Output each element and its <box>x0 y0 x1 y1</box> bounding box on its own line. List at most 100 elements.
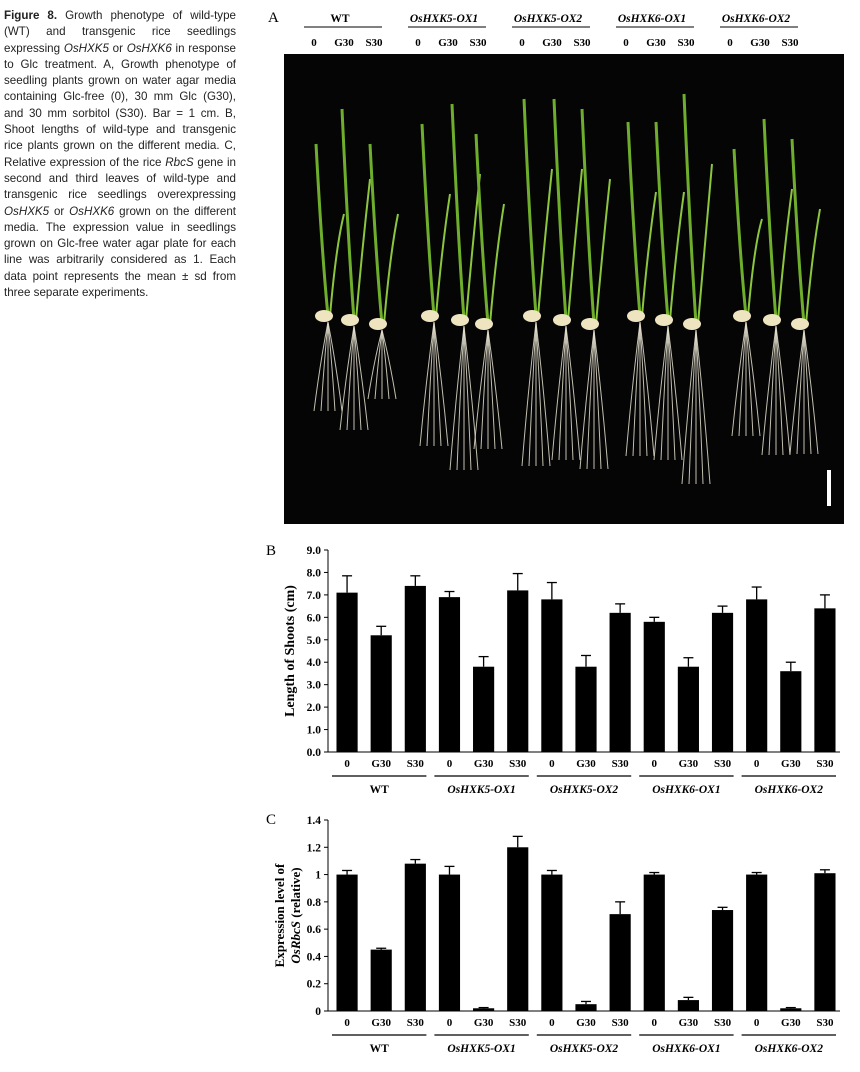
bar <box>711 910 734 1011</box>
seedling-root <box>551 325 567 461</box>
seedling-root <box>565 325 581 461</box>
y-tick-label: 4.0 <box>307 657 322 669</box>
seedling-root <box>374 329 383 400</box>
category-label: 0 <box>447 758 453 770</box>
seedling-seed <box>341 314 359 326</box>
seedling-root <box>327 321 343 412</box>
y-tick-label: 8.0 <box>307 567 322 579</box>
caption-text: gene in second and third leaves of wild-… <box>4 155 236 202</box>
photo-treatment-label: 0 <box>311 37 317 49</box>
bar <box>780 671 802 752</box>
y-tick-label: 1.4 <box>307 815 322 827</box>
seedling-root <box>761 325 777 456</box>
bar <box>438 874 461 1011</box>
seedling-root <box>579 329 595 470</box>
bar <box>473 1008 495 1011</box>
seedling-root <box>487 329 503 450</box>
group-label: OsHXK6-OX1 <box>652 1043 720 1055</box>
category-label: 0 <box>447 1017 453 1029</box>
y-tick-label: 1 <box>315 870 321 882</box>
y-tick-label: 7.0 <box>307 590 322 602</box>
y-tick-label: 6.0 <box>307 612 322 624</box>
seedling-root <box>339 325 355 431</box>
category-label: G30 <box>371 758 391 770</box>
bar <box>370 949 392 1011</box>
seedling-root <box>320 321 329 412</box>
seedling-root <box>480 329 489 450</box>
y-tick-label: 2.0 <box>307 702 322 714</box>
category-label: S30 <box>612 758 630 770</box>
photo-group-label: OsHXK5-OX2 <box>514 13 583 25</box>
caption-text: grown on the different media. The expres… <box>4 204 236 300</box>
seedling-seed <box>683 318 701 330</box>
bar <box>438 597 461 752</box>
seedling-root <box>313 321 329 412</box>
photo-group-label: OsHXK6-OX1 <box>618 13 686 25</box>
category-label: S30 <box>612 1017 630 1029</box>
panel-a-header: WT 0 G30 S30 OsHXK5-OX1 0 G30 S30 OsHXK5-OX2 0 G30… <box>304 13 799 49</box>
bar <box>541 599 563 752</box>
category-label: S30 <box>816 1017 834 1029</box>
seedling-root <box>381 329 397 400</box>
caption-text: Growth phenotype of wild-type (WT) and t… <box>4 9 236 55</box>
photo-treatment-label: G30 <box>438 37 458 49</box>
seedling-root <box>625 321 641 457</box>
photo-treatment-label: 0 <box>415 37 421 49</box>
caption-text: or <box>108 41 127 55</box>
seedling-seed <box>369 318 387 330</box>
y-axis-unit: (relative) <box>288 867 303 921</box>
seedling-root <box>660 325 669 461</box>
photo-group-label: WT <box>330 13 350 25</box>
category-label: G30 <box>576 1017 596 1029</box>
shoot-length-chart: 0.0 1.0 2.0 3.0 4.0 5.0 6.0 7.0 8.0 9.0 0 G30 S30 WT 0… <box>283 545 840 796</box>
category-label: 0 <box>344 1017 350 1029</box>
seedling-shoot <box>368 143 384 325</box>
category-label: G30 <box>371 1017 391 1029</box>
bar <box>473 666 495 752</box>
seedling-root <box>381 329 390 400</box>
caption-label: Figure 8. <box>4 9 58 22</box>
seedling-leaf <box>537 168 553 317</box>
category-label: 0 <box>652 1017 658 1029</box>
seedling-root <box>803 329 812 455</box>
seedling-root <box>521 321 537 467</box>
caption-gene: RbcS <box>165 155 194 169</box>
group-label: OsHXK5-OX2 <box>550 1043 619 1055</box>
photo-treatment-label: S30 <box>469 37 487 49</box>
seedling-root <box>487 329 496 450</box>
bar <box>814 608 836 752</box>
seedling-shoot <box>732 148 748 317</box>
seedling-seed <box>421 310 439 322</box>
seedling-seed <box>581 318 599 330</box>
y-tick-label: 1.0 <box>307 725 322 737</box>
category-label: G30 <box>781 1017 801 1029</box>
seedling-root <box>775 325 791 456</box>
bar <box>404 585 426 752</box>
caption-text: in response to Glc treatment. A, Growth … <box>4 41 236 169</box>
seedling-root <box>353 325 369 431</box>
category-label: S30 <box>816 758 834 770</box>
group-label: OsHXK6-OX2 <box>755 784 824 796</box>
bar <box>541 874 563 1011</box>
category-label: S30 <box>714 1017 732 1029</box>
bar <box>404 863 426 1011</box>
category-label: 0 <box>549 758 555 770</box>
caption-gene: OsHXK5 <box>4 204 50 218</box>
seedling-root <box>558 325 567 461</box>
category-label: S30 <box>407 758 425 770</box>
seedling-root <box>796 329 805 455</box>
y-axis-label: Length of Shoots (cm) <box>283 585 298 717</box>
photo-group-label: OsHXK6-OX2 <box>722 13 791 25</box>
seedling-root <box>565 325 574 461</box>
scale-bar <box>827 470 831 506</box>
seedling-leaf <box>595 178 611 325</box>
bar <box>575 1004 597 1011</box>
seedling-leaf <box>669 191 685 321</box>
group-label: WT <box>370 784 390 796</box>
y-tick-label: 5.0 <box>307 635 322 647</box>
group-label: OsHXK5-OX2 <box>550 784 619 796</box>
seedling-seed <box>451 314 469 326</box>
seedling-root <box>463 325 472 471</box>
category-label: G30 <box>474 1017 494 1029</box>
category-label: G30 <box>781 758 801 770</box>
